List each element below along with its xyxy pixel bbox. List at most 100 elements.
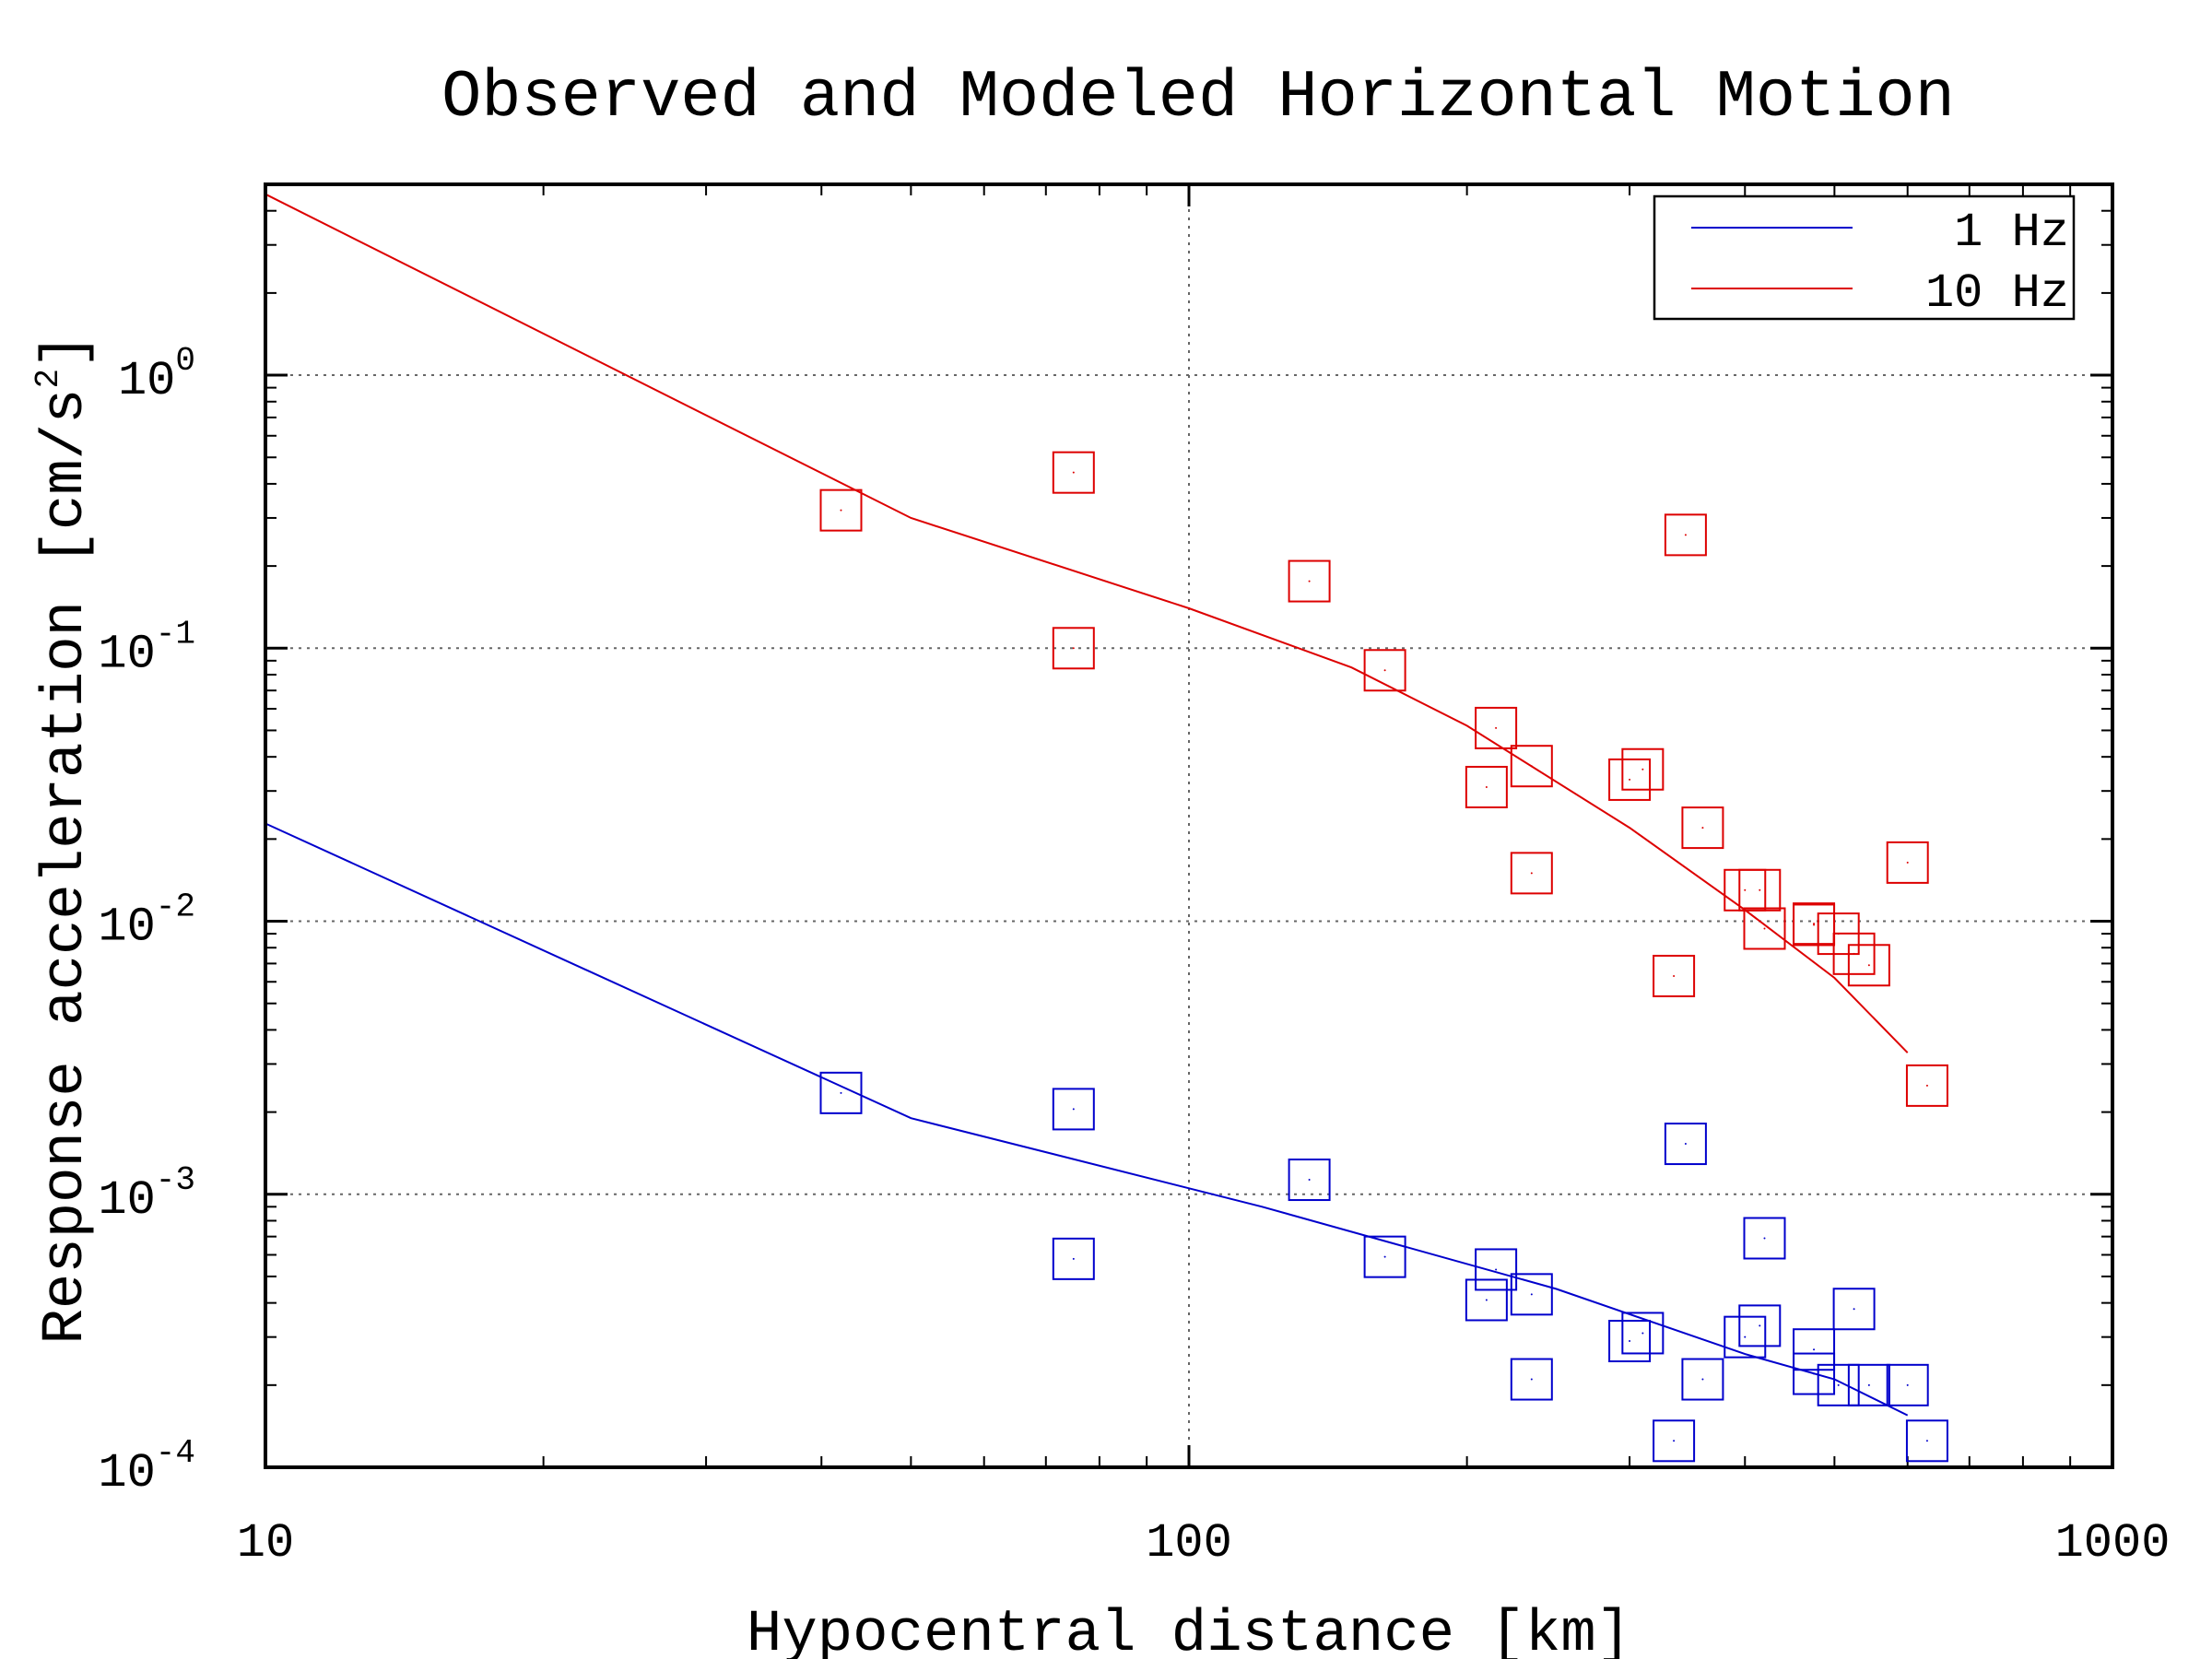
tick-labels: 10 100 1000 10-4 10-3 10-2 10-1 100	[98, 342, 2170, 1571]
observed-point-center-10hz	[1629, 778, 1631, 781]
x-axis-label: Hypocentral distance [km]	[747, 1602, 1631, 1659]
observed-point-center-10hz	[1906, 861, 1909, 864]
observed-point-center-1hz	[1684, 1143, 1687, 1146]
observed-point-10hz	[1475, 706, 1518, 749]
observed-point-10hz	[1847, 944, 1890, 987]
observed-point-10hz	[1465, 765, 1508, 808]
observed-point-10hz	[819, 488, 863, 532]
grid-lines	[265, 184, 2112, 1468]
observed-point-center-1hz	[1485, 1299, 1488, 1301]
observed-point-center-10hz	[840, 509, 842, 512]
y-tick-label: 10-3	[98, 1161, 195, 1228]
y-axis-label-close: ]	[33, 334, 100, 369]
observed-point-10hz	[1832, 932, 1876, 975]
observed-point-center-1hz	[1906, 1383, 1909, 1386]
x-tick-label: 1000	[2055, 1516, 2171, 1571]
observed-point-1hz	[1743, 1217, 1786, 1260]
observed-point-center-10hz	[1641, 768, 1644, 771]
observed-point-center-1hz	[1308, 1179, 1311, 1182]
observed-point-center-10hz	[1744, 888, 1747, 891]
x-tick-label: 10	[237, 1516, 294, 1571]
observed-point-1hz	[1738, 1304, 1782, 1347]
series-layer	[265, 193, 1948, 1463]
observed-point-10hz	[1608, 758, 1652, 801]
observed-point-10hz	[1510, 745, 1553, 788]
y-tick-label: 10-4	[98, 1434, 195, 1500]
observed-point-1hz	[1052, 1237, 1095, 1280]
observed-point-center-10hz	[1684, 534, 1687, 536]
observed-point-center-1hz	[1072, 1257, 1075, 1260]
observed-point-center-10hz	[1925, 1084, 1928, 1087]
observed-point-center-1hz	[1759, 1324, 1761, 1327]
observed-point-center-1hz	[840, 1091, 842, 1094]
observed-point-center-10hz	[1485, 785, 1488, 788]
observed-point-10hz	[1052, 451, 1095, 494]
legend-label-1hz: 1 Hz	[1954, 206, 2069, 260]
observed-point-1hz	[1608, 1320, 1652, 1363]
observed-point-center-10hz	[1867, 964, 1870, 967]
observed-point-10hz	[1793, 903, 1836, 947]
observed-point-1hz	[1886, 1363, 1929, 1406]
observed-point-center-1hz	[1072, 1108, 1075, 1111]
observed-point-center-10hz	[1530, 872, 1533, 875]
y-tick-label: 100	[118, 342, 195, 408]
observed-point-1hz	[1475, 1248, 1518, 1291]
legend-label-10hz: 10 Hz	[1925, 266, 2069, 321]
observed-point-10hz	[1886, 841, 1929, 884]
observed-point-center-1hz	[1853, 1308, 1855, 1311]
observed-point-center-10hz	[1072, 647, 1075, 650]
model-line-1hz	[265, 822, 1909, 1417]
model-line-10hz	[265, 193, 1909, 1053]
observed-point-center-1hz	[1837, 1383, 1840, 1386]
y-axis-label: Response acceleration [cm/s2]	[29, 334, 100, 1345]
observed-point-1hz	[1510, 1273, 1553, 1316]
observed-point-center-1hz	[1763, 1237, 1766, 1240]
observed-point-1hz	[1510, 1358, 1553, 1401]
plot-frame	[264, 182, 2114, 1469]
observed-point-center-1hz	[1641, 1332, 1644, 1335]
observed-point-center-10hz	[1813, 924, 1816, 926]
chart-title: Observed and Modeled Horizontal Motion	[441, 60, 1955, 135]
observed-point-1hz	[1363, 1235, 1406, 1278]
observed-point-center-10hz	[1763, 927, 1766, 930]
observed-point-center-1hz	[1744, 1335, 1747, 1338]
observed-point-center-1hz	[1813, 1372, 1816, 1375]
observed-point-center-10hz	[1673, 974, 1676, 977]
observed-point-center-10hz	[1072, 471, 1075, 474]
observed-point-1hz	[1664, 1123, 1707, 1166]
observed-point-center-1hz	[1867, 1383, 1870, 1386]
y-tick-label: 10-2	[98, 888, 195, 955]
observed-point-10hz	[1510, 852, 1553, 895]
observed-point-10hz	[1905, 1064, 1948, 1107]
observed-point-center-10hz	[1383, 669, 1386, 672]
observed-point-10hz	[1288, 559, 1331, 603]
observed-point-1hz	[1905, 1419, 1948, 1463]
observed-point-1hz	[819, 1071, 863, 1114]
observed-point-10hz	[1664, 513, 1707, 557]
observed-point-center-1hz	[1925, 1440, 1928, 1442]
observed-point-center-10hz	[1530, 765, 1533, 768]
y-axis-label-text: Response acceleration [cm/s	[33, 389, 100, 1345]
observed-point-1hz	[1465, 1278, 1508, 1322]
observed-point-1hz	[1052, 1088, 1095, 1131]
observed-point-1hz	[1817, 1363, 1860, 1406]
observed-point-center-1hz	[1530, 1378, 1533, 1381]
observed-point-center-1hz	[1530, 1293, 1533, 1296]
observed-point-10hz	[1681, 806, 1724, 850]
legend: 1 Hz 10 Hz	[1653, 194, 2076, 321]
y-tick-label: 10-1	[98, 615, 195, 681]
observed-point-center-1hz	[1673, 1440, 1676, 1442]
observed-point-center-10hz	[1853, 952, 1855, 955]
observed-point-1hz	[1847, 1363, 1890, 1406]
observed-point-10hz	[1738, 868, 1782, 912]
observed-point-center-1hz	[1383, 1255, 1386, 1258]
observed-point-1hz	[1793, 1328, 1836, 1371]
observed-point-center-1hz	[1813, 1348, 1816, 1351]
observed-point-1hz	[1288, 1159, 1331, 1202]
observed-point-center-1hz	[1495, 1268, 1498, 1271]
x-tick-label: 100	[1146, 1516, 1232, 1571]
observed-point-10hz	[1743, 907, 1786, 950]
y-axis-label-exponent: 2	[29, 369, 67, 389]
observed-point-1hz	[1681, 1358, 1724, 1401]
